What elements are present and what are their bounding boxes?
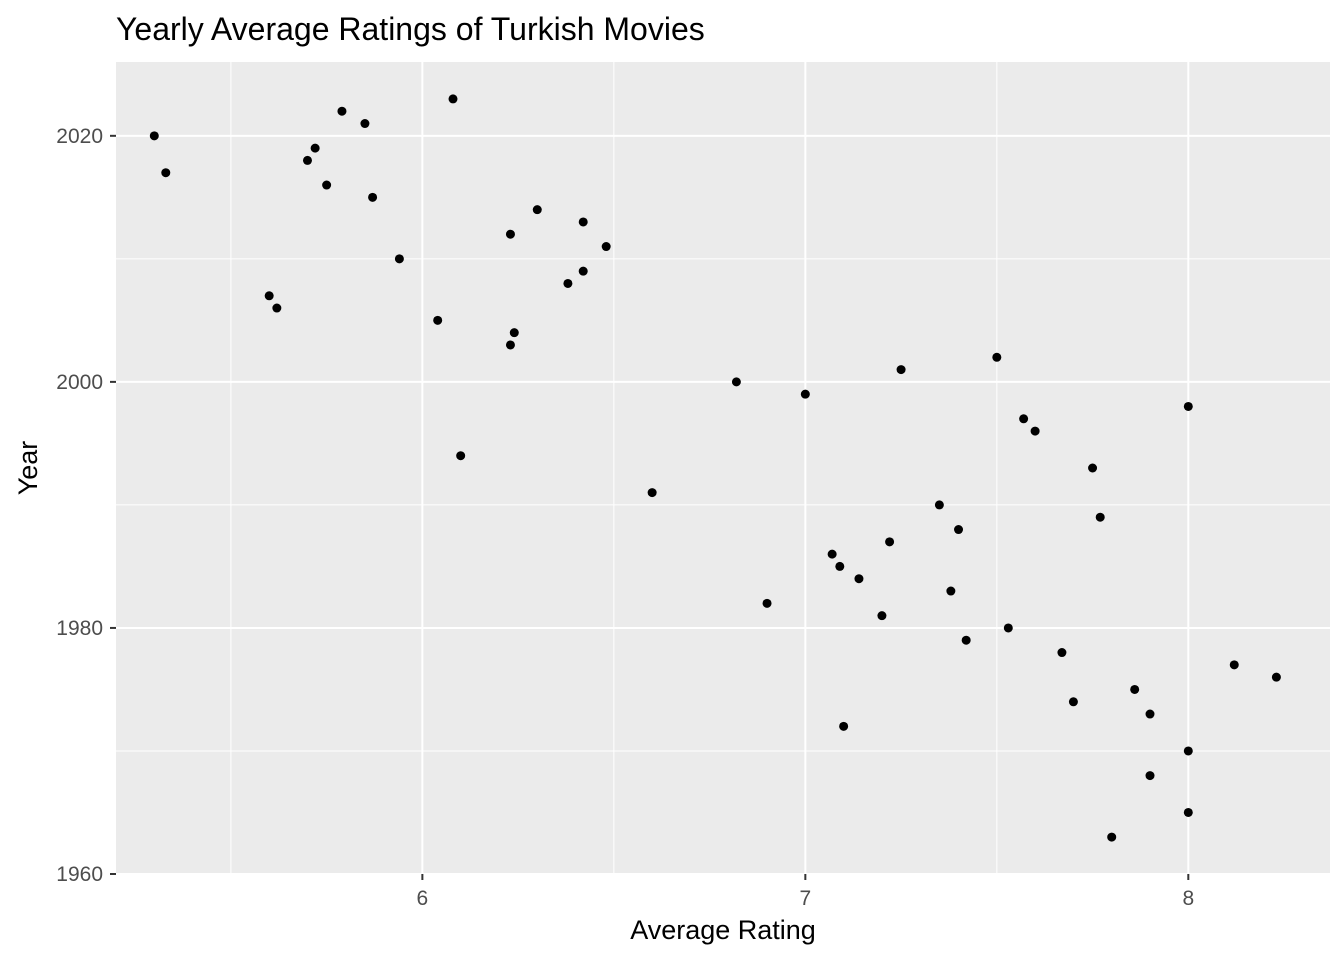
y-axis-title: Year	[13, 441, 43, 496]
data-point	[800, 389, 810, 399]
y-tick-label: 2020	[56, 125, 103, 148]
x-tick-label: 6	[417, 887, 429, 910]
data-point	[885, 537, 895, 547]
data-point	[505, 340, 515, 350]
data-point	[1057, 648, 1067, 658]
data-point	[839, 721, 849, 731]
data-point	[1130, 684, 1140, 694]
data-point	[433, 315, 443, 325]
data-point	[1271, 672, 1281, 682]
data-point	[877, 611, 887, 621]
data-point	[337, 106, 347, 116]
data-point	[1030, 426, 1040, 436]
data-point	[448, 94, 458, 104]
data-point	[1088, 463, 1098, 473]
data-point	[946, 586, 956, 596]
data-point	[509, 328, 519, 338]
data-point	[456, 451, 466, 461]
y-tick-label: 1980	[56, 617, 103, 640]
data-point	[394, 254, 404, 264]
data-point	[1095, 512, 1105, 522]
data-point	[1145, 709, 1155, 719]
data-point	[310, 143, 320, 153]
x-tick-label: 7	[799, 887, 811, 910]
data-point	[1183, 746, 1193, 756]
data-point	[1183, 401, 1193, 411]
data-point	[302, 155, 312, 165]
data-point	[1068, 697, 1078, 707]
data-point	[532, 205, 542, 215]
data-point	[1003, 623, 1013, 633]
data-point	[854, 574, 864, 584]
grid-minor	[116, 62, 1330, 874]
x-axis: 6 7 8	[417, 874, 1194, 910]
data-point	[360, 119, 370, 129]
x-tick-label: 8	[1182, 887, 1194, 910]
y-tick-label: 1960	[56, 863, 103, 886]
data-point	[272, 303, 282, 313]
data-point	[601, 242, 611, 252]
data-point	[1019, 414, 1029, 424]
data-point	[934, 500, 944, 510]
y-axis: 1960 1980 2000 2020	[56, 125, 116, 886]
data-point	[896, 365, 906, 375]
data-point	[563, 278, 573, 288]
data-point	[992, 352, 1002, 362]
x-axis-title: Average Rating	[630, 915, 816, 945]
data-point	[827, 549, 837, 559]
data-point	[322, 180, 332, 190]
data-point	[505, 229, 515, 239]
data-point	[961, 635, 971, 645]
data-points	[149, 94, 1281, 842]
plot-panel	[116, 62, 1330, 874]
data-point	[1107, 832, 1117, 842]
grid-major	[116, 62, 1330, 875]
data-point	[368, 192, 378, 202]
data-point	[578, 217, 588, 227]
data-point	[578, 266, 588, 276]
data-point	[762, 598, 772, 608]
data-point	[954, 525, 964, 535]
data-point	[1229, 660, 1239, 670]
data-point	[731, 377, 741, 387]
data-point	[1183, 807, 1193, 817]
data-point	[1145, 771, 1155, 781]
data-point	[647, 488, 657, 498]
data-point	[264, 291, 274, 301]
data-point	[149, 131, 159, 141]
y-tick-label: 2000	[56, 371, 103, 394]
chart-title: Yearly Average Ratings of Turkish Movies	[116, 11, 705, 47]
data-point	[835, 561, 845, 571]
data-point	[161, 168, 171, 178]
